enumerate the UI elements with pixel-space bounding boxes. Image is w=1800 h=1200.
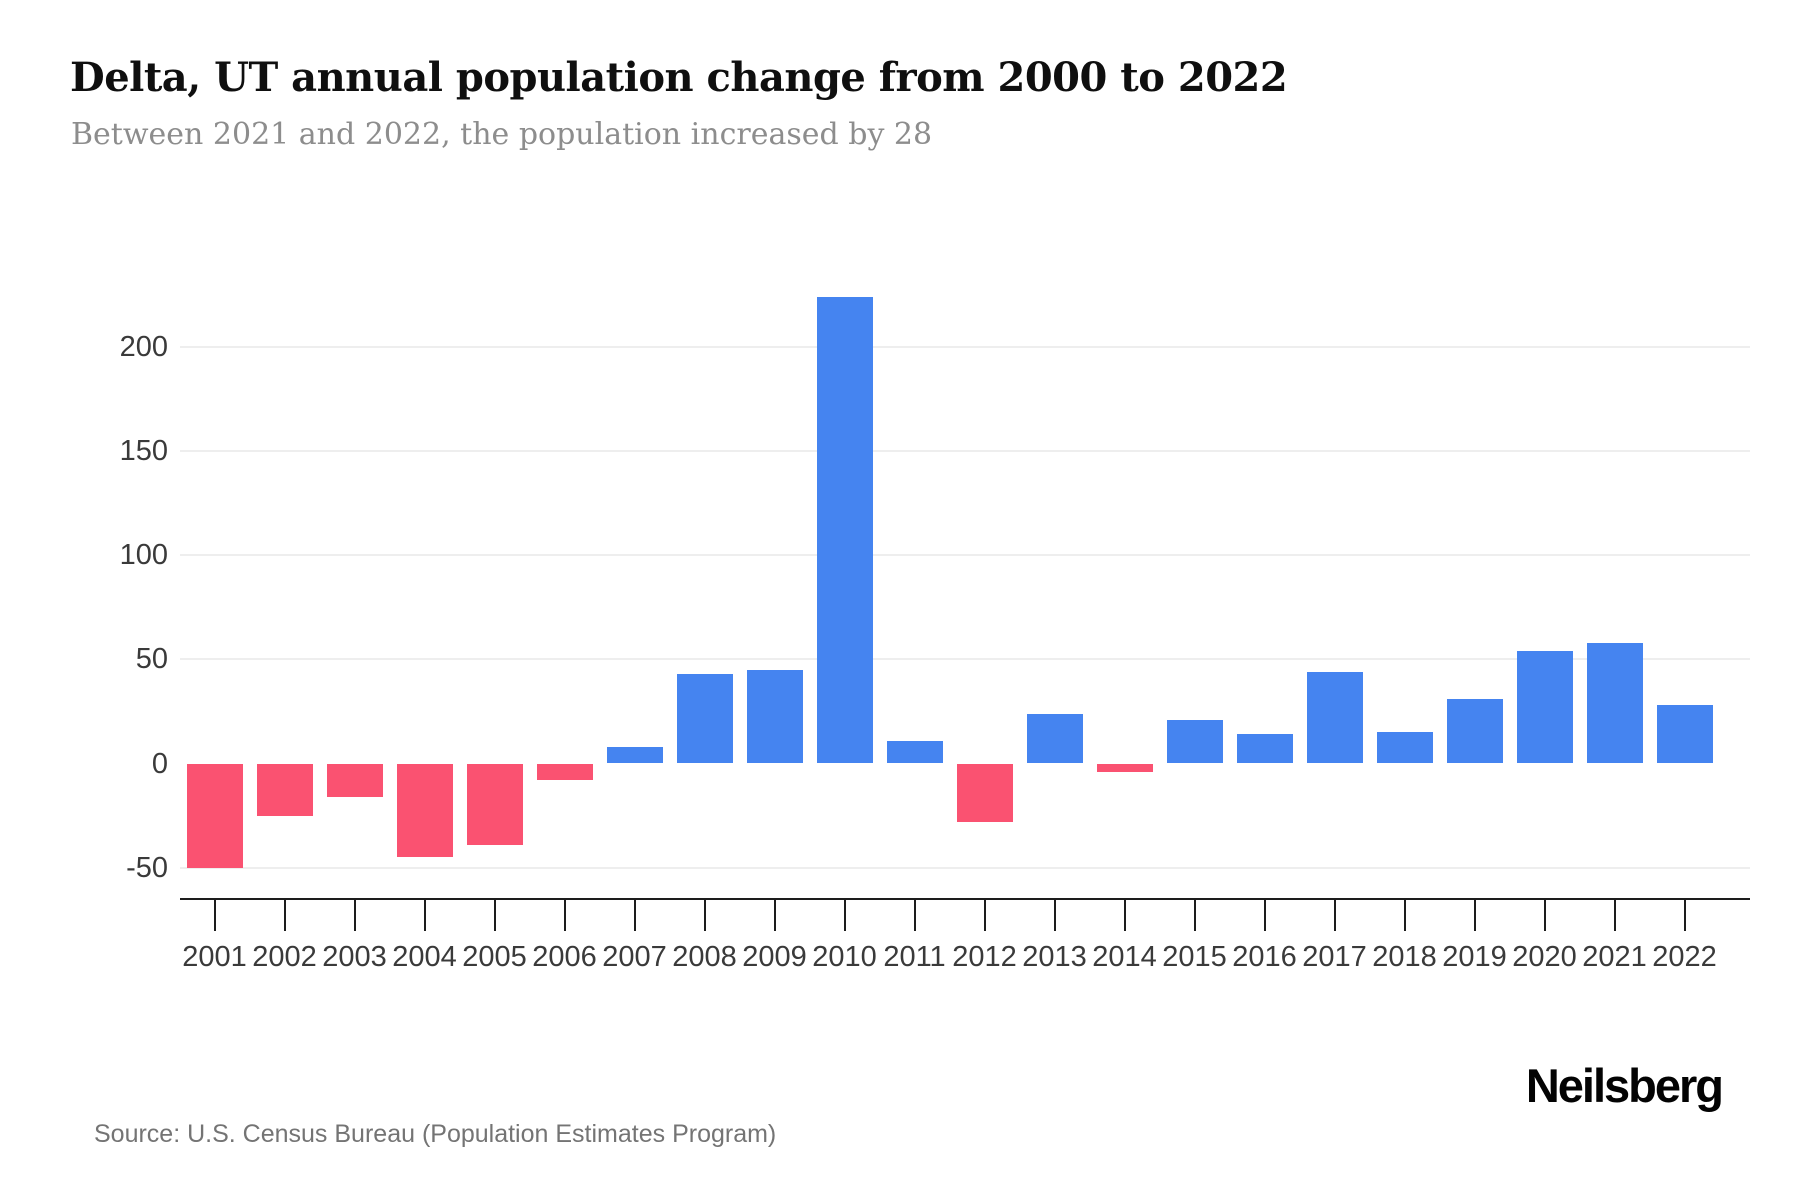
- bar-2009[interactable]: [746, 669, 803, 764]
- x-axis-tick-2016: [1263, 900, 1266, 931]
- bar-2007[interactable]: [606, 746, 663, 764]
- x-axis-label-2022: 2022: [1652, 941, 1717, 973]
- x-axis-label-2008: 2008: [672, 941, 737, 973]
- bar-2008[interactable]: [676, 673, 733, 764]
- x-axis-tick-2019: [1473, 900, 1476, 931]
- x-axis-label-2021: 2021: [1582, 941, 1647, 973]
- bar-2016[interactable]: [1236, 734, 1293, 764]
- bar-2018[interactable]: [1376, 732, 1433, 764]
- x-axis-label-2001: 2001: [182, 941, 247, 973]
- x-axis-label-2019: 2019: [1442, 941, 1507, 973]
- y-axis-label-150: 150: [119, 435, 168, 468]
- x-axis-label-2006: 2006: [532, 941, 597, 973]
- chart-title: Delta, UT annual population change from …: [70, 54, 1288, 101]
- gridline-200: [180, 346, 1750, 348]
- bar-2002[interactable]: [256, 763, 313, 816]
- x-axis-tick-2006: [563, 900, 566, 931]
- x-axis-tick-2017: [1333, 900, 1336, 931]
- x-axis-tick-2005: [493, 900, 496, 931]
- x-axis-tick-2007: [633, 900, 636, 931]
- gridline-150: [180, 450, 1750, 453]
- gridline--50: [180, 866, 1750, 869]
- x-axis-line: [180, 898, 1750, 900]
- bar-2010[interactable]: [816, 297, 873, 764]
- y-axis-label-200: 200: [119, 331, 168, 363]
- bar-2022[interactable]: [1656, 705, 1713, 764]
- bar-2011[interactable]: [886, 740, 943, 764]
- x-axis-label-2014: 2014: [1092, 941, 1157, 973]
- x-axis-tick-2010: [843, 900, 846, 931]
- x-axis-tick-2013: [1053, 900, 1056, 931]
- bar-2020[interactable]: [1516, 651, 1573, 764]
- x-axis-label-2015: 2015: [1162, 941, 1227, 973]
- bar-2012[interactable]: [956, 763, 1013, 822]
- gridline-100: [180, 554, 1750, 557]
- x-axis-tick-2008: [703, 900, 706, 931]
- x-axis-tick-2015: [1193, 900, 1196, 931]
- x-axis-label-2005: 2005: [462, 941, 527, 973]
- x-axis-tick-2021: [1613, 900, 1616, 931]
- x-axis-label-2018: 2018: [1372, 941, 1437, 973]
- brand-logo[interactable]: Neilsberg: [1525, 1059, 1724, 1112]
- x-axis-label-2010: 2010: [812, 941, 877, 973]
- bar-2005[interactable]: [466, 763, 523, 845]
- bar-2017[interactable]: [1306, 671, 1363, 764]
- x-axis-tick-2011: [913, 900, 916, 931]
- x-axis-label-2009: 2009: [742, 941, 807, 973]
- x-axis-label-2016: 2016: [1232, 941, 1297, 973]
- x-axis-label-2004: 2004: [392, 941, 457, 973]
- x-axis-label-2017: 2017: [1302, 941, 1367, 973]
- x-axis-label-2011: 2011: [883, 941, 946, 973]
- x-axis-tick-2004: [423, 900, 426, 931]
- bar-2001[interactable]: [186, 763, 243, 868]
- x-axis-label-2007: 2007: [602, 941, 667, 973]
- y-axis-label-100: 100: [119, 539, 168, 572]
- x-axis-tick-2020: [1543, 900, 1546, 931]
- x-axis-tick-2003: [353, 900, 356, 931]
- x-axis-label-2020: 2020: [1512, 941, 1577, 973]
- x-axis-label-2003: 2003: [322, 941, 387, 973]
- x-axis-tick-2014: [1123, 900, 1126, 931]
- bar-2003[interactable]: [326, 763, 383, 797]
- bar-2014[interactable]: [1096, 763, 1153, 772]
- x-axis-tick-2012: [983, 900, 986, 931]
- x-axis-tick-2018: [1403, 900, 1406, 931]
- x-axis-tick-2022: [1683, 900, 1686, 931]
- x-axis-label-2013: 2013: [1022, 941, 1087, 973]
- x-axis-tick-2009: [773, 900, 776, 931]
- y-axis-label--50: -50: [126, 851, 168, 884]
- x-axis-label-2002: 2002: [252, 941, 317, 973]
- y-axis-label-0: 0: [151, 747, 168, 780]
- gridline-50: [180, 658, 1750, 661]
- bar-2006[interactable]: [536, 763, 593, 781]
- chart-subtitle: Between 2021 and 2022, the population in…: [71, 117, 933, 152]
- bar-2004[interactable]: [396, 763, 453, 858]
- source-note: Source: U.S. Census Bureau (Population E…: [94, 1120, 777, 1148]
- x-axis-tick-2001: [213, 900, 216, 931]
- bar-2015[interactable]: [1166, 719, 1223, 764]
- y-axis-label-50: 50: [135, 643, 168, 676]
- x-axis-tick-2002: [283, 900, 286, 931]
- x-axis-label-2012: 2012: [952, 941, 1017, 973]
- bar-2021[interactable]: [1586, 642, 1643, 764]
- bar-2013[interactable]: [1026, 713, 1083, 764]
- bar-2019[interactable]: [1446, 698, 1503, 764]
